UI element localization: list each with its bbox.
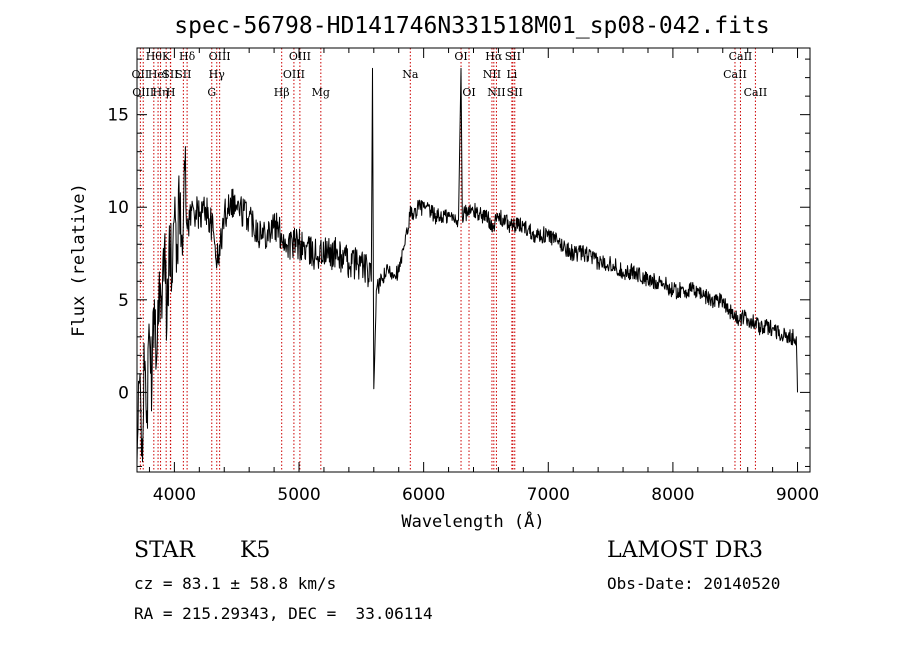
x-tick-label: 7000 xyxy=(527,485,570,505)
line-marker-label: CaII xyxy=(729,50,753,63)
observation-date: Obs-Date: 20140520 xyxy=(607,574,781,593)
line-marker-label: SII xyxy=(505,50,521,63)
line-marker-label: Na xyxy=(402,68,419,81)
line-marker-label: OIII xyxy=(132,86,154,99)
line-marker-label: OII xyxy=(132,68,150,81)
line-marker-label: OI xyxy=(454,50,467,63)
line-marker-label: Hα xyxy=(485,50,503,63)
line-marker-label: K xyxy=(162,50,171,63)
y-tick-label: 5 xyxy=(118,291,129,311)
y-tick-label: 10 xyxy=(107,198,129,218)
line-label-group: OIIOIIIHθHeIHηKSIIHHδSIIGHγOIIIHβOIIIOII… xyxy=(132,50,768,99)
plot-frame xyxy=(136,47,811,473)
line-marker-label: NII xyxy=(483,68,501,81)
x-tick-label: 4000 xyxy=(153,485,196,505)
x-axis-label: Wavelength (Å) xyxy=(401,510,544,532)
redshift-value: cz = 83.1 ± 58.8 km/s xyxy=(134,574,337,593)
line-marker-label: Hη xyxy=(152,86,168,99)
line-marker-label: G xyxy=(207,86,216,99)
survey-name: LAMOST DR3 xyxy=(607,538,763,563)
object-class: STAR xyxy=(134,538,195,563)
x-tick-label: 8000 xyxy=(651,485,694,505)
line-marker-label: SII xyxy=(162,68,178,81)
line-marker-label: Hβ xyxy=(274,86,290,99)
line-marker-label: Hδ xyxy=(179,50,196,63)
x-tick-label: 5000 xyxy=(277,485,320,505)
line-marker-label: Mg xyxy=(312,86,330,99)
line-marker-label: SII xyxy=(507,86,523,99)
line-marker-label: Hγ xyxy=(209,68,226,81)
y-tick-label: 15 xyxy=(107,106,129,126)
line-marker-label: H xyxy=(166,86,176,99)
spectrum-line xyxy=(136,67,798,463)
x-tick-label: 6000 xyxy=(402,485,445,505)
line-marker-label: OIII xyxy=(209,50,231,63)
line-marker-label: CaII xyxy=(744,86,768,99)
y-axis-label: Flux (relative) xyxy=(69,183,89,337)
line-marker-label: CaII xyxy=(723,68,747,81)
line-marker-label: OIII xyxy=(283,68,305,81)
line-marker-label: HeI xyxy=(148,68,168,81)
line-marker-label: SII xyxy=(175,68,191,81)
line-marker-label: Li xyxy=(506,68,517,81)
line-marker-label: Hθ xyxy=(146,50,163,63)
tick-labels: 4000 5000 6000 7000 8000 9000 0 5 10 15 xyxy=(107,106,819,505)
sky-coordinates: RA = 215.29343, DEC = 33.06114 xyxy=(134,604,433,623)
line-marker-label: OI xyxy=(462,86,475,99)
spectral-subclass: K5 xyxy=(240,538,271,563)
line-marker-label: OIII xyxy=(289,50,311,63)
line-marker-label: NII xyxy=(487,86,505,99)
axis-ticks xyxy=(137,48,810,472)
chart-title: spec-56798-HD141746N331518M01_sp08-042.f… xyxy=(174,13,769,39)
spectrum-series-group xyxy=(136,67,798,463)
line-marker-group xyxy=(139,48,756,472)
x-tick-label: 9000 xyxy=(776,485,819,505)
y-tick-label: 0 xyxy=(118,383,129,403)
